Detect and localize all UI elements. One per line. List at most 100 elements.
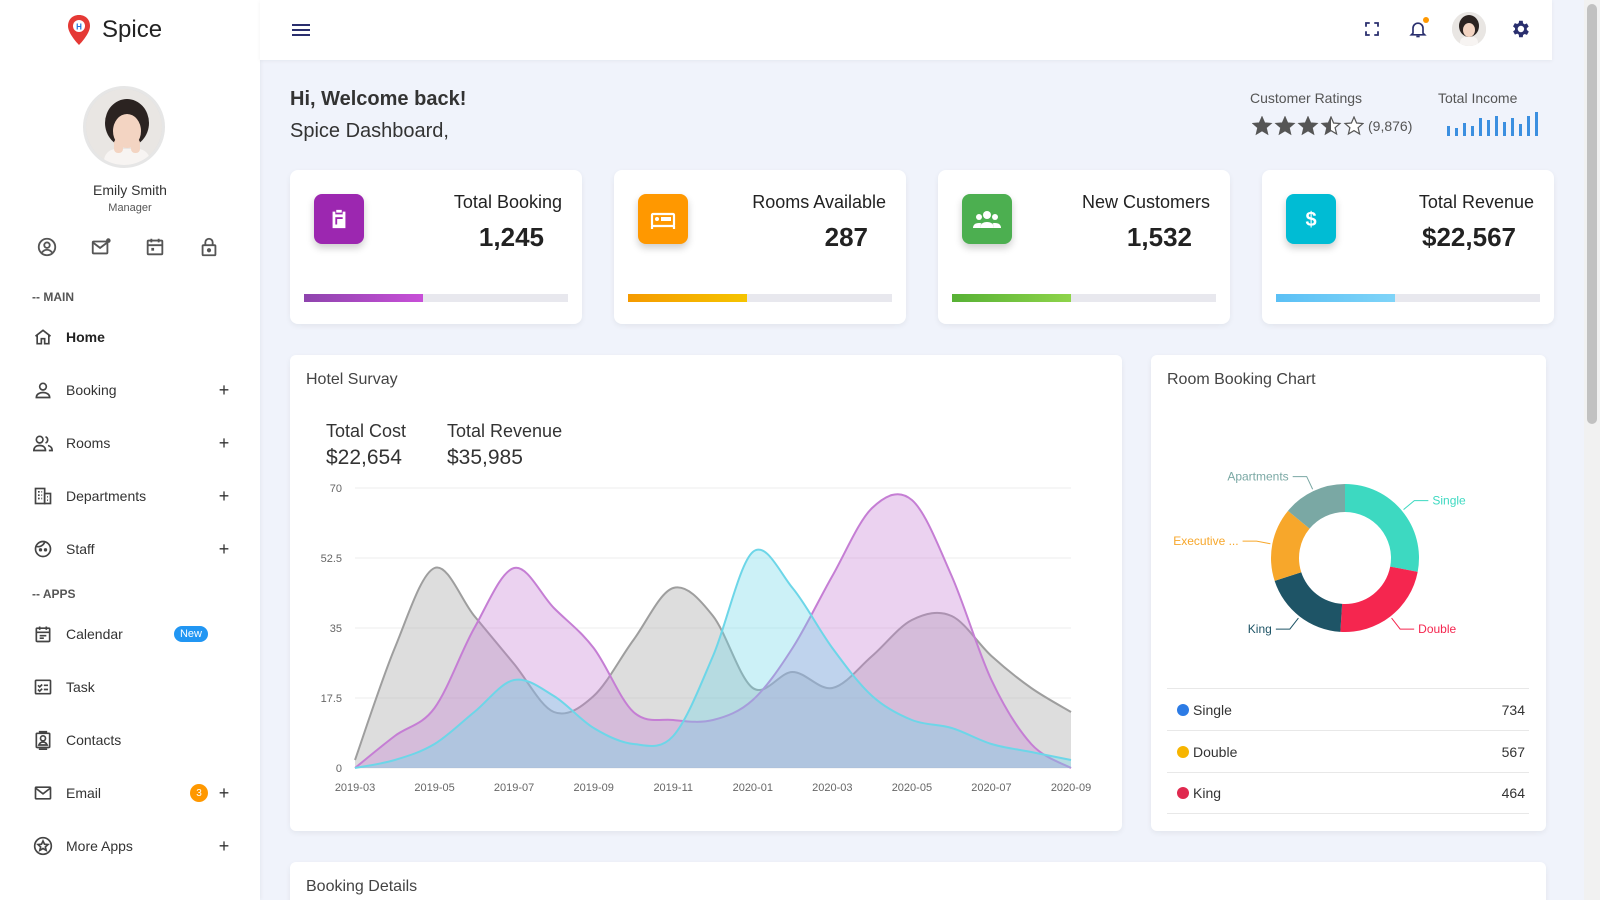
sidebar-item-booking[interactable]: Booking + — [32, 375, 232, 405]
sidebar-item-rooms[interactable]: Rooms + — [32, 428, 232, 458]
series-line — [354, 566, 1072, 761]
bell-icon[interactable] — [1406, 17, 1430, 41]
sidebar-item-calendar[interactable]: Calendar New — [32, 619, 232, 649]
sidebar: H Spice Emily Smith Manager -- MAIN — [0, 0, 260, 900]
expand-icon[interactable]: + — [218, 379, 230, 400]
y-tick-label: 0 — [336, 763, 342, 775]
y-tick-label: 17.5 — [321, 693, 342, 705]
card-title: Booking Details — [306, 878, 418, 895]
bed-icon — [638, 194, 688, 244]
apps-section-label: -- APPS — [32, 587, 76, 601]
lock-icon[interactable] — [198, 236, 220, 258]
expand-icon[interactable]: + — [218, 538, 230, 559]
legend-row[interactable]: Double 567 — [1167, 730, 1529, 772]
topbar-actions — [1360, 12, 1532, 46]
main-section-label: -- MAIN — [32, 290, 74, 304]
user-photo — [1452, 12, 1486, 46]
legend-value: 734 — [1501, 701, 1525, 718]
page-scrollbar[interactable] — [1584, 0, 1600, 900]
hotel-survey-chart: 70 52.5 35 17.5 0 2019-03 2019-05 2019-07 2019-0… — [321, 483, 1092, 794]
x-tick-label: 2019-09 — [573, 782, 613, 794]
progress-track — [628, 294, 892, 302]
booking-details-card: Booking Details — [290, 862, 1546, 900]
stat-label: Total Revenue — [447, 421, 563, 441]
email-count-badge: 3 — [190, 784, 208, 802]
expand-icon[interactable]: + — [218, 485, 230, 506]
slice-label: Single — [1432, 494, 1466, 508]
donut-slice — [1345, 484, 1419, 572]
legend-name: Double — [1193, 743, 1238, 760]
series-area — [355, 549, 1071, 768]
stat-title: New Customers — [1081, 192, 1210, 212]
new-badge: New — [173, 626, 208, 642]
legend-row[interactable]: King 464 — [1167, 772, 1529, 814]
stat-card-total-booking[interactable]: Total Booking 1,245 — [290, 170, 582, 324]
income-label: Total Income — [1438, 90, 1518, 106]
x-tick-label: 2019-03 — [335, 782, 375, 794]
x-tick-label: 2019-11 — [653, 782, 693, 794]
x-tick-label: 2020-01 — [733, 782, 773, 794]
stat-value: 287 — [824, 222, 868, 252]
slice-label: Apartments — [1227, 470, 1288, 484]
dollar-icon: $ — [1286, 194, 1336, 244]
sidebar-item-label: Task — [66, 679, 95, 695]
sidebar-item-email[interactable]: Email 3 + — [32, 778, 232, 808]
scrollbar-thumb[interactable] — [1587, 4, 1597, 424]
income-sparkline — [1447, 112, 1538, 136]
sidebar-item-staff[interactable]: Staff + — [32, 534, 232, 564]
legend-value: 464 — [1501, 785, 1525, 801]
person-icon — [32, 379, 54, 401]
progress-fill — [1276, 294, 1395, 302]
sidebar-item-label: Booking — [66, 382, 117, 398]
rating-stars: (9,876) — [1252, 116, 1412, 136]
room-booking-chart: Single Double King Executive ... Apartments — [1173, 470, 1466, 637]
mail-notification-icon[interactable] — [90, 236, 112, 258]
sidebar-item-label: More Apps — [66, 838, 133, 854]
label-connector — [1403, 500, 1429, 510]
donut-slice — [1287, 484, 1345, 529]
sidebar-item-label: Calendar — [66, 626, 123, 642]
sidebar-item-label: Departments — [66, 488, 147, 504]
stat-title: Total Booking — [453, 192, 562, 212]
card-title: Hotel Survay — [306, 371, 398, 388]
logo-icon: H — [68, 15, 90, 45]
sidebar-item-contacts[interactable]: Contacts — [32, 725, 232, 755]
brand[interactable]: H Spice — [66, 14, 162, 46]
x-tick-label: 2020-07 — [971, 782, 1011, 794]
stat-card-rooms-available[interactable]: Rooms Available 287 — [614, 170, 906, 324]
expand-icon[interactable]: + — [218, 782, 230, 803]
progress-fill — [304, 294, 423, 302]
contacts-icon — [32, 729, 54, 751]
x-tick-label: 2020-09 — [1051, 782, 1091, 794]
task-icon — [32, 676, 54, 698]
y-tick-label: 35 — [330, 623, 342, 635]
fullscreen-icon[interactable] — [1360, 17, 1384, 41]
sidebar-item-more-apps[interactable]: More Apps + — [32, 831, 232, 861]
ratings-count: (9,876) — [1368, 118, 1413, 134]
legend-row[interactable]: Single 734 — [1167, 688, 1529, 730]
expand-icon[interactable]: + — [218, 835, 230, 856]
progress-track — [304, 294, 568, 302]
avatar[interactable] — [1452, 12, 1486, 46]
series-area — [355, 567, 1071, 768]
stat-card-total-revenue[interactable]: $ Total Revenue $22,567 — [1262, 170, 1554, 324]
gear-icon[interactable] — [1508, 17, 1532, 41]
account-circle-icon[interactable] — [36, 236, 58, 258]
sidebar-item-task[interactable]: Task — [32, 672, 232, 702]
menu-icon[interactable] — [290, 20, 312, 40]
people-icon — [32, 432, 54, 454]
label-connector — [1275, 617, 1299, 630]
sidebar-item-home[interactable]: Home — [32, 322, 232, 352]
calendar-icon[interactable] — [144, 236, 166, 258]
progress-fill — [952, 294, 1071, 302]
sidebar-item-departments[interactable]: Departments + — [32, 481, 232, 511]
star-rating-icon — [1252, 116, 1364, 136]
user-role: Manager — [108, 202, 152, 214]
avatar[interactable] — [83, 86, 165, 168]
stat-value: $22,654 — [326, 446, 402, 469]
email-icon — [32, 782, 54, 804]
expand-icon[interactable]: + — [218, 432, 230, 453]
stat-value: 1,245 — [478, 222, 544, 252]
x-tick-label: 2020-05 — [892, 782, 932, 794]
stat-card-new-customers[interactable]: New Customers 1,532 — [938, 170, 1230, 324]
